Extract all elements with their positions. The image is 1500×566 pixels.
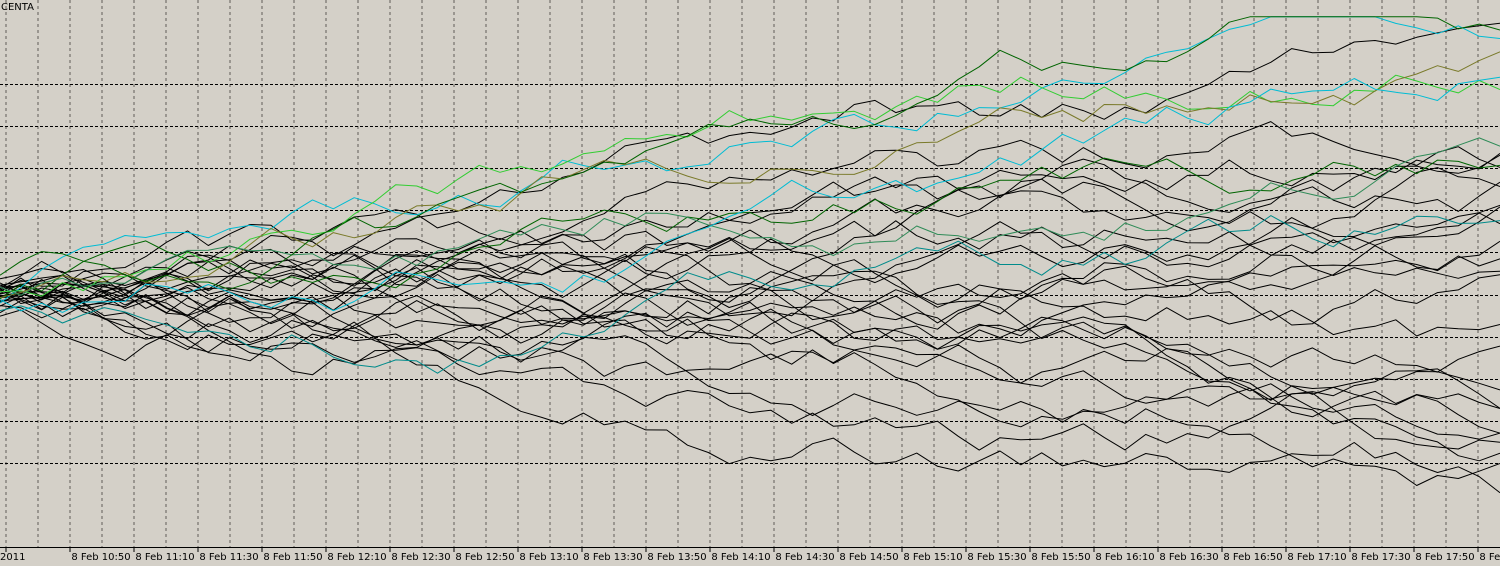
- x-tick-label: 8 Feb 12:10: [327, 552, 386, 563]
- dark-series-line: [0, 258, 1500, 326]
- x-tick-label: 8 Feb 13:50: [647, 552, 706, 563]
- dark-series-line: [0, 239, 1500, 440]
- x-tick-label: 8 Feb 14:30: [775, 552, 834, 563]
- x-tick-label: 8 Feb 18:10: [1479, 552, 1500, 563]
- x-tick-label: 8 Feb 17:50: [1415, 552, 1474, 563]
- dark-series-line: [0, 287, 1500, 494]
- x-tick-label: 8 Feb 16:30: [1159, 552, 1218, 563]
- dark-series-line: [0, 272, 1500, 486]
- x-tick-label: 8 Feb 15:30: [967, 552, 1026, 563]
- dark-series-line: [0, 154, 1500, 291]
- dark-series-line: [0, 167, 1500, 326]
- x-tick-label: 8 Feb 14:50: [839, 552, 898, 563]
- accent-series-line: [0, 76, 1500, 313]
- dark-series-line: [0, 206, 1500, 340]
- x-tick-label: 8 Feb 17:30: [1351, 552, 1410, 563]
- dark-series-line: [0, 295, 1500, 384]
- accent-series-line: [0, 157, 1500, 300]
- dark-series-line: [0, 204, 1500, 323]
- x-tick-label: 2011: [0, 552, 25, 563]
- x-tick-label: 8 Feb 11:30: [199, 552, 258, 563]
- dark-series-line: [0, 268, 1500, 462]
- dark-series-line: [0, 274, 1500, 451]
- x-tick-label: 8 Feb 11:50: [263, 552, 322, 563]
- x-tick-label: 8 Feb 13:10: [519, 552, 578, 563]
- x-tick-label: 8 Feb 15:10: [903, 552, 962, 563]
- dark-series-line: [0, 121, 1500, 304]
- x-tick-label: 8 Feb 15:50: [1031, 552, 1090, 563]
- accent-series-line: [0, 215, 1500, 374]
- chart-title: CENTA: [1, 2, 34, 13]
- x-tick-label: 8 Feb 16:50: [1223, 552, 1282, 563]
- dark-series-line: [0, 22, 1500, 299]
- grid: [0, 0, 1500, 547]
- accent-series-line: [0, 74, 1500, 297]
- x-axis: 2011 8 Feb 10:50 8 Feb 11:10 8 Feb 11:30 8 F…: [0, 547, 1500, 563]
- dark-series-line: [0, 274, 1500, 418]
- x-tick-label: 8 Feb 16:10: [1095, 552, 1154, 563]
- accent-series-line: [0, 16, 1500, 304]
- x-tick-label: 8 Feb 11:10: [135, 552, 194, 563]
- dark-series-line: [0, 158, 1500, 309]
- x-tick-label: 8 Feb 12:30: [391, 552, 450, 563]
- x-tick-label: 8 Feb 14:10: [711, 552, 770, 563]
- series-group: [0, 16, 1500, 494]
- dark-series-line: [0, 284, 1500, 450]
- accent-series-line: [0, 137, 1500, 296]
- x-tick-label: 8 Feb 17:10: [1287, 552, 1346, 563]
- x-tick-label: 8 Feb 12:50: [455, 552, 514, 563]
- x-tick-label: 8 Feb 13:30: [583, 552, 642, 563]
- dark-series-line: [0, 240, 1500, 337]
- dark-series-line: [0, 245, 1500, 332]
- x-tick-label: 8 Feb 10:50: [71, 552, 130, 563]
- accent-series-line: [0, 51, 1500, 299]
- accent-series-line: [0, 16, 1500, 290]
